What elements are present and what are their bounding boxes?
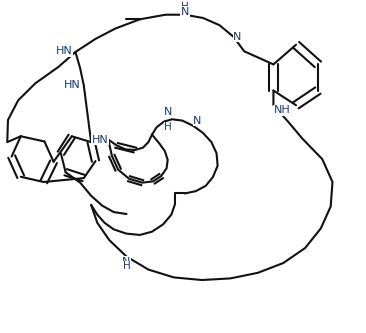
Text: N: N xyxy=(122,256,131,266)
Text: HN: HN xyxy=(63,80,80,90)
Text: N: N xyxy=(233,32,242,42)
Text: H: H xyxy=(181,2,189,12)
Text: N: N xyxy=(181,7,189,17)
Text: HN: HN xyxy=(92,135,108,145)
Text: H: H xyxy=(164,122,172,132)
Text: HN: HN xyxy=(56,46,73,56)
Text: H: H xyxy=(123,261,130,271)
Text: N: N xyxy=(193,116,202,126)
Text: NH: NH xyxy=(273,105,290,115)
Text: N: N xyxy=(164,107,172,117)
